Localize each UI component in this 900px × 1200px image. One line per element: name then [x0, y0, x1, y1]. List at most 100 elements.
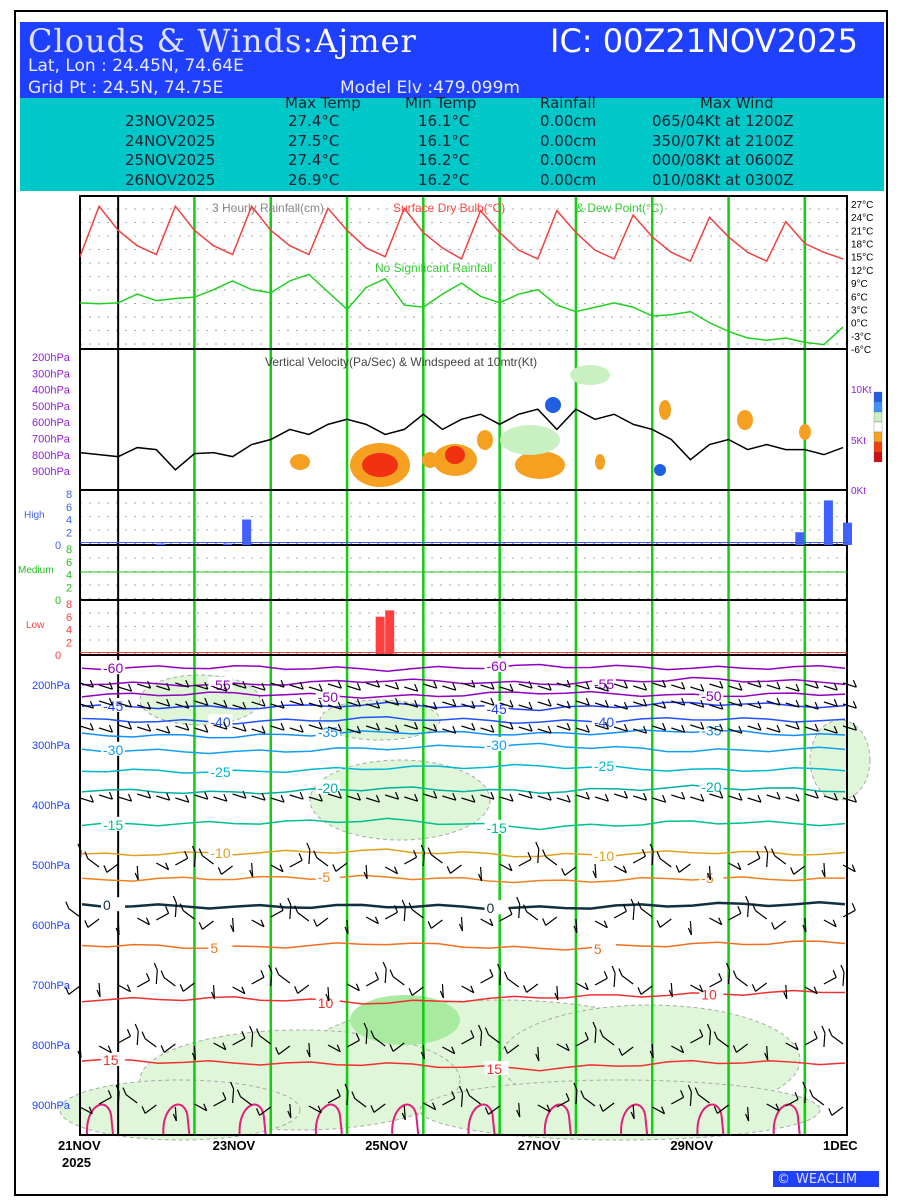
- wind-barb-flag: [700, 793, 705, 802]
- wind-barb: [823, 685, 838, 691]
- table-cell: 16.1°C: [418, 112, 470, 130]
- wind-barb-flag: [852, 794, 857, 803]
- wind-barb: [671, 1045, 684, 1054]
- wind-barb-flag: [566, 700, 571, 709]
- temp-tick: 24°C: [851, 213, 873, 224]
- wind-barb: [556, 1099, 570, 1108]
- isotherm-label: 5: [594, 941, 602, 957]
- wind-barb: [728, 685, 743, 691]
- wind-barb-flag: [420, 844, 425, 853]
- wind-pressure-tick: 800hPa: [32, 1040, 71, 1052]
- wind-barb-flag: [255, 1108, 261, 1116]
- wind-barb-flag: [719, 723, 724, 732]
- wind-barb: [747, 682, 762, 688]
- wind-barb-flag: [84, 920, 89, 928]
- wind-barb-flag: [764, 845, 769, 854]
- temp-tick: -6°C: [851, 345, 871, 356]
- wind-barb: [774, 920, 787, 930]
- wind-barb: [365, 1029, 368, 1045]
- wind-barb-flag: [172, 895, 177, 904]
- wind-barb-flag: [851, 864, 856, 872]
- wind-barb-flag: [89, 794, 94, 803]
- cloud-bar: [156, 543, 166, 545]
- wind-barb-flag: [261, 698, 266, 707]
- wind-barb-flag: [490, 724, 495, 733]
- wind-barb-flag: [337, 790, 342, 799]
- wind-barb-flag: [451, 1091, 456, 1099]
- temp-tick: 6°C: [851, 292, 868, 303]
- isotherm-20-contour: [696, 1103, 725, 1136]
- wind-barb: [708, 1030, 712, 1046]
- wind-pressure-tick: 300hPa: [32, 740, 71, 752]
- wind-barb-flag: [325, 993, 330, 1002]
- wind-barb: [137, 683, 151, 689]
- isotherm-label-bg: [315, 689, 340, 703]
- wind-barb-flag: [603, 971, 608, 979]
- wind-pressure-tick: 900hPa: [32, 1100, 71, 1112]
- wind-barb-flag: [656, 920, 661, 928]
- windspeed-tick: 10Kt: [851, 385, 872, 396]
- wind-barb: [385, 684, 399, 690]
- isotherm-line: [81, 663, 846, 672]
- isotherm-label: -20: [318, 780, 338, 796]
- wind-barb: [652, 797, 666, 803]
- wind-barb-flag: [166, 698, 171, 707]
- wind-barb: [575, 1089, 578, 1105]
- vv-pressure-tick: 800hPa: [32, 450, 71, 462]
- wind-barb: [575, 700, 590, 706]
- wind-barb-flag: [547, 725, 552, 734]
- vertical-velocity-blob: [659, 400, 671, 420]
- wind-barb: [232, 683, 247, 689]
- wind-barb-flag: [771, 922, 776, 930]
- wind-barb: [175, 725, 189, 731]
- wind-barb: [297, 984, 310, 994]
- temp-tick: 12°C: [851, 266, 873, 277]
- isotherm-line: [81, 874, 846, 884]
- wind-barb-flag: [375, 794, 381, 803]
- wind-barb-flag: [585, 791, 590, 800]
- wind-barb-flag: [210, 991, 216, 1000]
- wind-barb: [804, 726, 819, 732]
- wind-barb-flag: [738, 698, 743, 707]
- vertical-velocity-blob: [500, 425, 560, 455]
- wind-barb: [213, 702, 228, 708]
- isotherm-label-bg: [315, 869, 340, 883]
- wind-barb-flag: [452, 725, 457, 734]
- wind-barb-flag: [828, 1028, 833, 1036]
- wind-barb: [613, 793, 628, 799]
- wind-barb-flag: [294, 986, 299, 994]
- isotherm-label-bg: [484, 900, 509, 915]
- wind-barb-flag: [642, 682, 648, 691]
- wind-barb-flag: [618, 968, 623, 976]
- wind-barb: [442, 728, 456, 734]
- isotherm-label: -10: [210, 845, 230, 861]
- wind-barb-flag: [471, 700, 476, 709]
- wind-barb-flag: [622, 904, 627, 912]
- wind-barb: [747, 703, 762, 709]
- wind-barb: [384, 866, 398, 875]
- wind-barb: [632, 795, 647, 801]
- wind-barb-flag: [547, 792, 552, 801]
- wind-barb-flag: [687, 1084, 692, 1093]
- vertical-velocity-blob: [290, 454, 310, 470]
- wind-pressure-tick: 400hPa: [32, 800, 71, 812]
- wind-barb: [346, 919, 349, 935]
- cloud-shading: [419, 1079, 821, 1141]
- cloud-tick: 8: [66, 544, 72, 556]
- isotherm-label-bg: [208, 764, 233, 778]
- cloud-bar: [795, 532, 805, 545]
- wind-barb: [251, 919, 265, 928]
- wind-barb-flag: [738, 682, 743, 691]
- cloud-tick: 2: [66, 527, 72, 539]
- wind-barb: [156, 795, 170, 801]
- wind-barb: [602, 1036, 615, 1046]
- isotherm-label-bg: [699, 687, 724, 702]
- wind-barb: [411, 909, 424, 919]
- wind-barb-flag: [623, 723, 629, 732]
- wind-barb-flag: [414, 793, 419, 802]
- wind-barb-flag: [395, 724, 400, 733]
- isotherm-label: 10: [318, 995, 334, 1011]
- wind-barb: [316, 917, 329, 927]
- wind-barb-flag: [351, 1091, 356, 1099]
- wind-barb: [556, 682, 571, 688]
